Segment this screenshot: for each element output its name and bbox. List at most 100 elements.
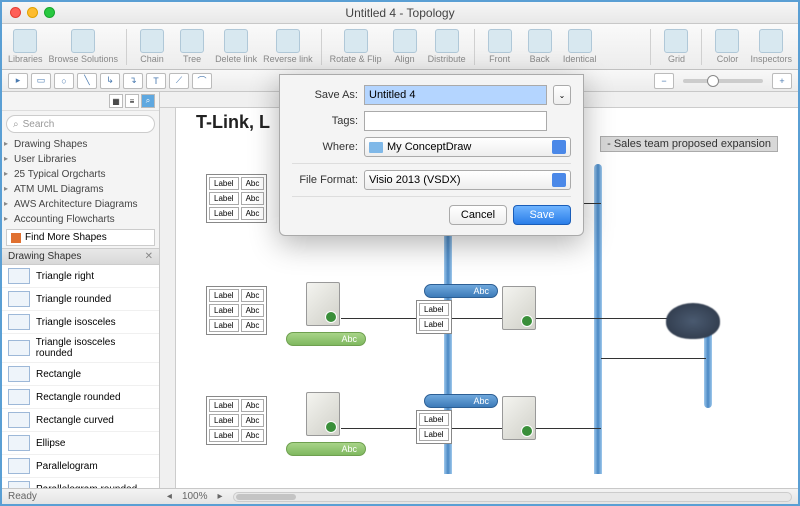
view-grid-icon[interactable]: ▦ (109, 94, 123, 108)
tool-oval[interactable]: ○ (54, 73, 74, 89)
ruler-vertical (160, 108, 176, 488)
shape-item[interactable]: Rectangle rounded (2, 386, 159, 409)
shape-list: Triangle rightTriangle roundedTriangle i… (2, 265, 159, 488)
toolbar-align[interactable]: Align (388, 29, 422, 64)
label-table: LabelLabel (416, 300, 452, 334)
toolbar-inspectors[interactable]: Inspectors (750, 29, 792, 64)
window-title: Untitled 4 - Topology (2, 6, 798, 20)
toolbar-chain[interactable]: Chain (135, 29, 169, 64)
tags-input[interactable] (364, 111, 547, 131)
server-icon (502, 396, 536, 440)
shape-item[interactable]: Rectangle (2, 363, 159, 386)
shape-item[interactable]: Ellipse (2, 432, 159, 455)
saveas-input[interactable] (364, 85, 547, 105)
zoom-slider[interactable] (683, 79, 763, 83)
label-pill-blue: Abc (424, 394, 498, 408)
zoom-in-icon[interactable]: + (772, 73, 792, 89)
close-section-icon[interactable]: ✕ (145, 251, 153, 262)
shape-item[interactable]: Triangle isosceles (2, 311, 159, 334)
toolbar-delete-link[interactable]: Delete link (215, 29, 257, 64)
toolbar-color[interactable]: Color (710, 29, 744, 64)
sidebar-view-icons: ▦ ≡ ⌕ (2, 92, 159, 111)
cloud-icon (666, 303, 720, 339)
tags-label: Tags: (292, 115, 358, 127)
toolbar-grid[interactable]: Grid (659, 29, 693, 64)
toolbar-front[interactable]: Front (483, 29, 517, 64)
search-input[interactable]: ⌕ Search (6, 115, 155, 133)
shape-item[interactable]: Parallelogram rounded (2, 478, 159, 488)
saveas-label: Save As: (292, 89, 358, 101)
tool-b[interactable]: ⌒ (192, 73, 212, 89)
sidebar: ▦ ≡ ⌕ ⌕ Search Drawing ShapesUser Librar… (2, 92, 160, 488)
shape-icon (8, 435, 30, 451)
tool-a[interactable]: ⟋ (169, 73, 189, 89)
view-search-icon[interactable]: ⌕ (141, 94, 155, 108)
save-dialog: Save As: ⌄ Tags: Where: My ConceptDraw F… (279, 74, 584, 236)
toolbar-back[interactable]: Back (523, 29, 557, 64)
label-pill-blue: Abc (424, 284, 498, 298)
horizontal-scrollbar[interactable] (233, 492, 792, 502)
status-ready: Ready (8, 491, 37, 502)
zoom-out-icon[interactable]: − (654, 73, 674, 89)
tool-conn2[interactable]: ↴ (123, 73, 143, 89)
shape-icon (8, 340, 30, 356)
shape-icon (8, 291, 30, 307)
label-pill: Abc (286, 332, 366, 346)
shape-item[interactable]: Triangle rounded (2, 288, 159, 311)
connector (341, 428, 601, 429)
tree-item[interactable]: 25 Typical Orgcharts (2, 167, 159, 182)
label-table: LabelAbcLabelAbcLabelAbc (206, 174, 267, 223)
server-icon (502, 286, 536, 330)
toolbar-reverse-link[interactable]: Reverse link (263, 29, 313, 64)
tree-item[interactable]: AWS Architecture Diagrams (2, 197, 159, 212)
tool-conn1[interactable]: ↳ (100, 73, 120, 89)
format-label: File Format: (292, 174, 358, 186)
page-title: T-Link, L (196, 112, 270, 133)
shape-item[interactable]: Triangle isosceles rounded (2, 334, 159, 363)
shape-icon (8, 458, 30, 474)
find-more-shapes[interactable]: Find More Shapes (6, 229, 155, 246)
tool-line[interactable]: ╲ (77, 73, 97, 89)
label-table: LabelLabel (416, 410, 452, 444)
shape-icon (8, 366, 30, 382)
connector (601, 358, 706, 359)
toolbar-distribute[interactable]: Distribute (428, 29, 466, 64)
page-subtitle: - Sales team proposed expansion (600, 136, 778, 152)
view-list-icon[interactable]: ≡ (125, 94, 139, 108)
toolbar-libraries[interactable]: Libraries (8, 29, 43, 64)
tree-item[interactable]: Drawing Shapes (2, 137, 159, 152)
shape-item[interactable]: Rectangle curved (2, 409, 159, 432)
tool-text[interactable]: T (146, 73, 166, 89)
toolbar-tree[interactable]: Tree (175, 29, 209, 64)
where-label: Where: (292, 141, 358, 153)
cancel-button[interactable]: Cancel (449, 205, 507, 225)
tree-item[interactable]: ATM UML Diagrams (2, 182, 159, 197)
shape-item[interactable]: Parallelogram (2, 455, 159, 478)
tree-item[interactable]: User Libraries (2, 152, 159, 167)
toolbar-browse-solutions[interactable]: Browse Solutions (49, 29, 119, 64)
tool-rect[interactable]: ▭ (31, 73, 51, 89)
zoom-level: 100% (182, 491, 208, 502)
shape-icon (8, 481, 30, 488)
shape-icon (8, 412, 30, 428)
toolbar-identical[interactable]: Identical (563, 29, 597, 64)
where-select[interactable]: My ConceptDraw (364, 137, 571, 157)
shape-icon (8, 389, 30, 405)
shape-item[interactable]: Triangle right (2, 265, 159, 288)
label-table: LabelAbcLabelAbcLabelAbc (206, 286, 267, 335)
shape-icon (8, 314, 30, 330)
save-button[interactable]: Save (513, 205, 571, 225)
label-table: LabelAbcLabelAbcLabelAbc (206, 396, 267, 445)
titlebar: Untitled 4 - Topology (2, 2, 798, 24)
label-pill: Abc (286, 442, 366, 456)
toolbar-rotate-flip[interactable]: Rotate & Flip (330, 29, 382, 64)
format-select[interactable]: Visio 2013 (VSDX) (364, 170, 571, 190)
shape-icon (8, 268, 30, 284)
library-tree: Drawing ShapesUser Libraries25 Typical O… (2, 137, 159, 227)
tool-pointer[interactable]: ▸ (8, 73, 28, 89)
folder-icon (369, 142, 383, 153)
main-toolbar: LibrariesBrowse Solutions ChainTreeDelete… (2, 24, 798, 70)
tree-item[interactable]: Accounting Flowcharts (2, 212, 159, 227)
expand-dialog-icon[interactable]: ⌄ (553, 85, 571, 105)
server-icon (306, 392, 340, 436)
